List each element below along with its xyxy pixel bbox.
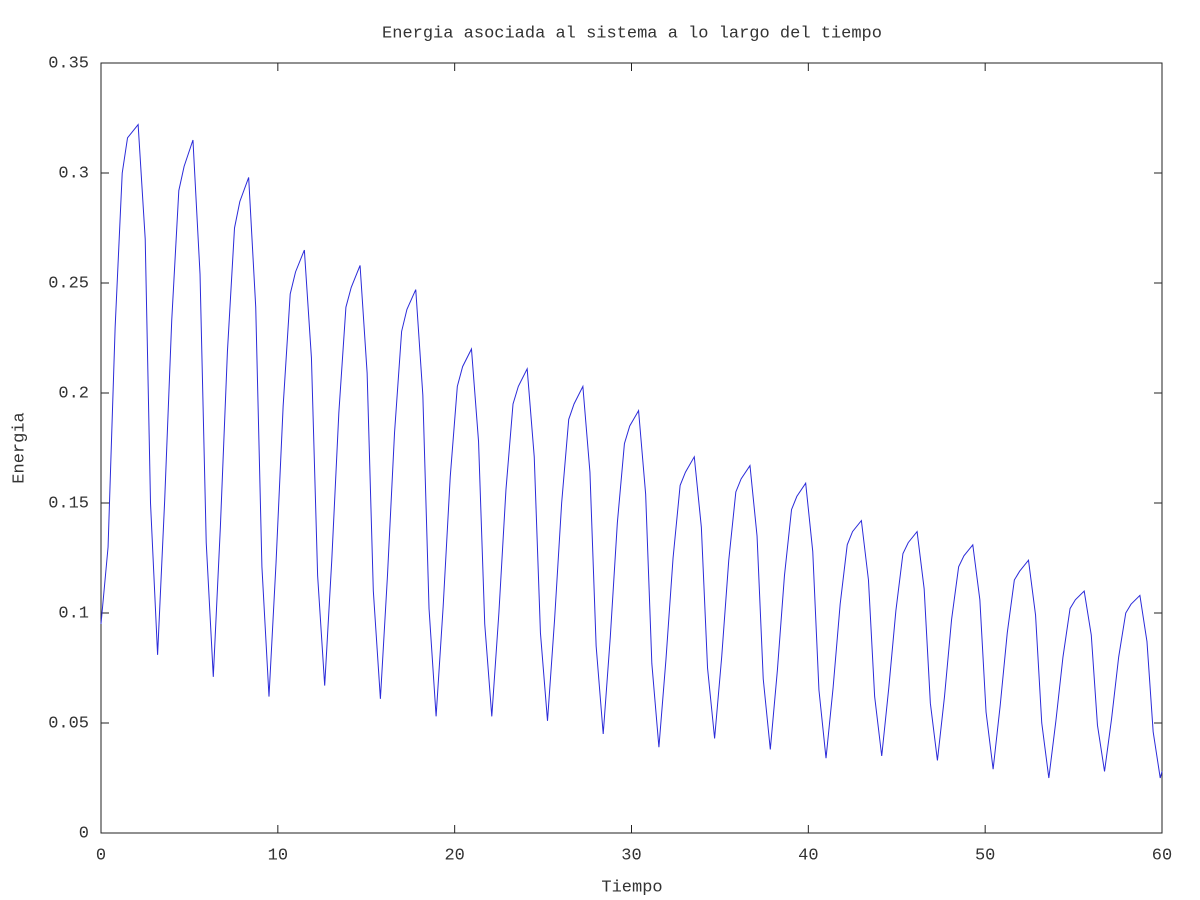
x-tick-label: 0	[96, 846, 106, 865]
y-tick-label: 0.2	[58, 384, 89, 403]
y-tick-label: 0	[79, 824, 89, 843]
y-tick-label: 0.3	[58, 164, 89, 183]
x-axis-label: Tiempo	[601, 878, 662, 897]
chart-title: Energia asociada al sistema a lo largo d…	[382, 24, 882, 43]
x-tick-label: 40	[798, 846, 818, 865]
x-tick-label: 10	[268, 846, 288, 865]
y-tick-label: 0.1	[58, 604, 89, 623]
x-tick-label: 50	[975, 846, 995, 865]
y-tick-label: 0.25	[48, 274, 89, 293]
y-tick-label: 0.15	[48, 494, 89, 513]
x-tick-label: 60	[1152, 846, 1172, 865]
y-tick-label: 0.35	[48, 54, 89, 73]
x-tick-label: 20	[444, 846, 464, 865]
data-line	[100, 123, 1163, 779]
x-tick-label: 30	[621, 846, 641, 865]
y-tick-label: 0.05	[48, 714, 89, 733]
y-axis-label: Energia	[10, 412, 29, 483]
